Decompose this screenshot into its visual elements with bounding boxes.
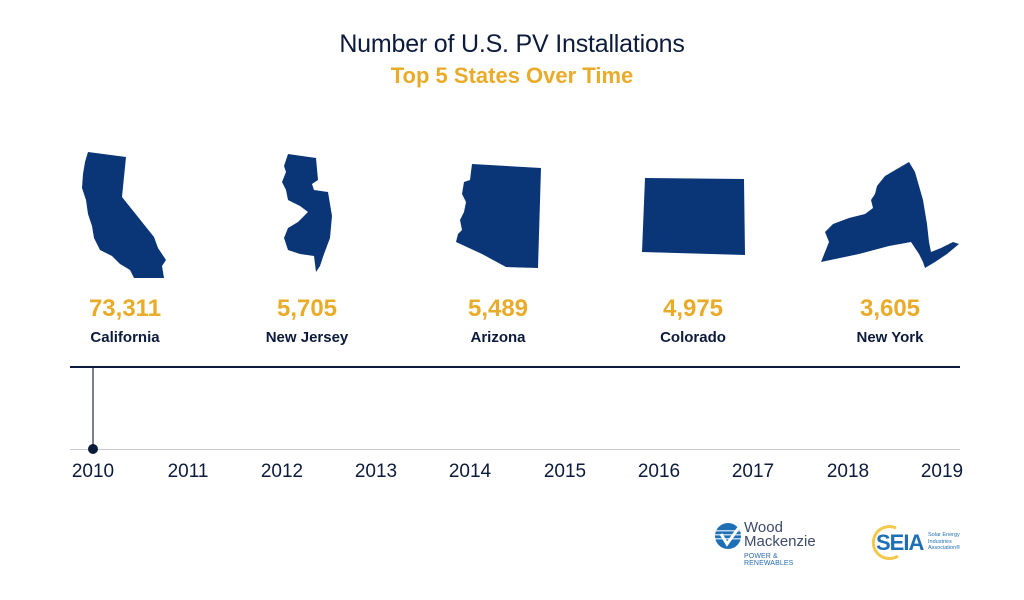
new-york-map-icon — [821, 162, 959, 268]
timeline-year-2012[interactable]: 2012 — [260, 461, 304, 482]
seia-fullname: Solar Energy Industries Association® — [928, 532, 961, 551]
timeline-slider-handle[interactable] — [88, 444, 98, 454]
state-value: 5,705 — [276, 295, 338, 322]
state-name: New York — [856, 329, 924, 346]
seia-wordmark: SEIA — [876, 530, 924, 555]
wood-mackenzie-globe-icon — [715, 523, 742, 549]
colorado-map-icon — [642, 178, 745, 255]
timeline-track[interactable] — [70, 449, 960, 450]
timeline-year-2016[interactable]: 2016 — [637, 461, 681, 482]
state-card-colorado: 4,975 Colorado — [603, 140, 783, 355]
state-card-california: 73,311 California — [35, 140, 215, 355]
state-value: 4,975 — [662, 295, 724, 322]
timeline-year-2014[interactable]: 2014 — [448, 461, 492, 482]
state-name: Colorado — [660, 329, 726, 346]
arizona-map-icon — [456, 164, 541, 268]
state-card-new-york: 3,605 New York — [800, 140, 980, 355]
timeline-top-line — [70, 366, 960, 368]
timeline-slider-stem — [92, 368, 94, 449]
state-card-arizona: 5,489 Arizona — [408, 140, 588, 355]
timeline-year-2010[interactable]: 2010 — [71, 461, 115, 482]
state-name: California — [90, 329, 160, 346]
wood-mackenzie-line1: Wood — [744, 519, 783, 536]
wood-mackenzie-logo: Wood Mackenzie POWER & RENEWABLES — [714, 519, 824, 567]
timeline-year-2019[interactable]: 2019 — [920, 461, 964, 482]
chart-subtitle: Top 5 States Over Time — [390, 63, 634, 88]
seia-logo: SEIA Solar Energy Industries Association… — [866, 524, 966, 560]
state-value: 73,311 — [88, 295, 162, 322]
new-jersey-map-icon — [282, 154, 332, 272]
wood-mackenzie-tagline: POWER & RENEWABLES — [744, 553, 794, 567]
timeline-year-2011[interactable]: 2011 — [167, 461, 209, 482]
california-map-icon — [82, 152, 166, 278]
state-value: 3,605 — [859, 295, 921, 322]
timeline-year-2017[interactable]: 2017 — [731, 461, 775, 482]
timeline-year-2018[interactable]: 2018 — [826, 461, 870, 482]
state-name: New Jersey — [265, 329, 349, 346]
timeline-year-2015[interactable]: 2015 — [543, 461, 587, 482]
wood-mackenzie-line2: Mackenzie — [744, 533, 816, 550]
state-card-new-jersey: 5,705 New Jersey — [217, 140, 397, 355]
timeline-year-2013[interactable]: 2013 — [354, 461, 398, 482]
sun-arc-icon — [871, 525, 899, 560]
state-name: Arizona — [470, 329, 526, 346]
state-value: 5,489 — [467, 295, 529, 322]
chart-title: Number of U.S. PV Installations — [339, 30, 685, 58]
